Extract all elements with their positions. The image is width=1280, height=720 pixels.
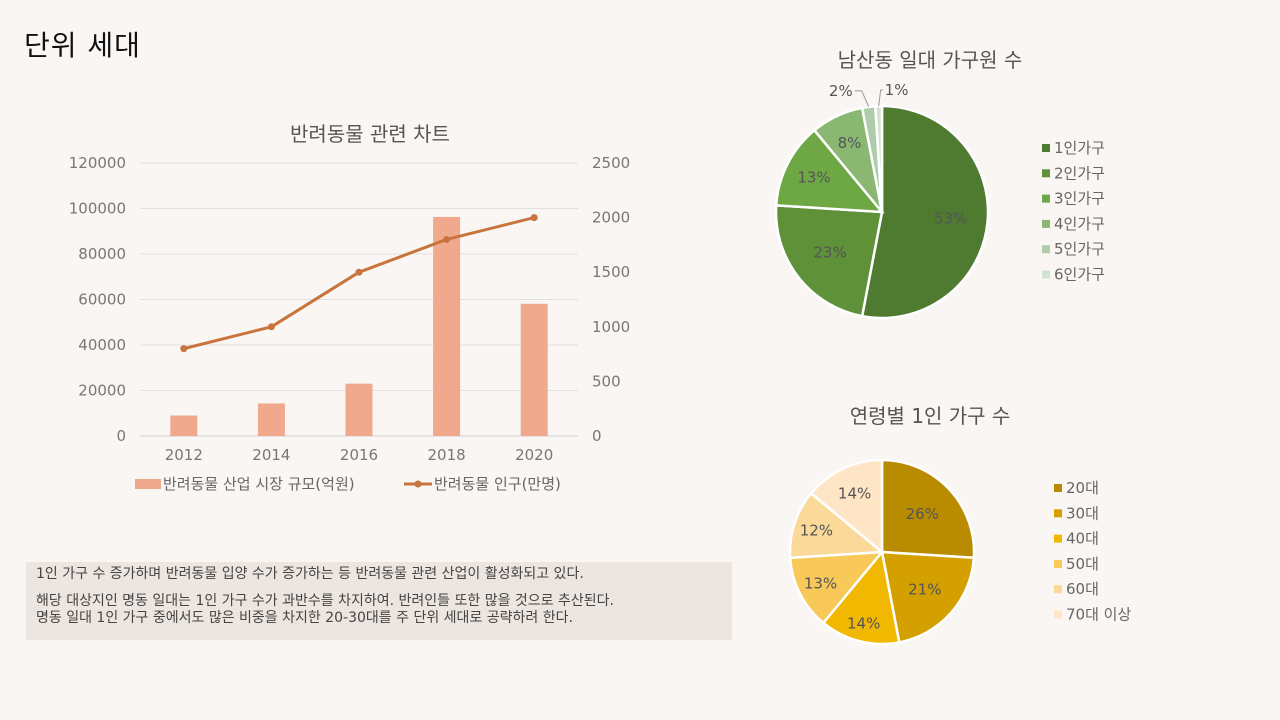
y-left-tick-label: 40000 — [78, 336, 126, 354]
y-left-tick-label: 120000 — [69, 154, 126, 172]
leader-line — [854, 90, 870, 108]
pie-slice-30대 — [880, 550, 976, 644]
x-tick-label: 2018 — [428, 446, 466, 464]
bar-2016 — [345, 383, 373, 436]
note-box: 1인 가구 수 증가하며 반려동물 입양 수가 증가하는 등 반려동물 관련 산… — [26, 562, 732, 640]
pie-data-label: 26% — [906, 505, 939, 523]
pie-data-label: 12% — [800, 522, 833, 540]
legend-swatch — [1054, 534, 1062, 543]
legend-label: 5인가구 — [1054, 240, 1105, 258]
y-left-tick-label: 20000 — [78, 382, 126, 400]
legend-swatch — [1042, 219, 1050, 228]
pie-slice-60대 — [788, 491, 886, 560]
note-line-1: 1인 가구 수 증가하며 반려동물 입양 수가 증가하는 등 반려동물 관련 산… — [36, 566, 584, 582]
y-left-tick-label: 0 — [116, 427, 126, 445]
pie-data-label: 53% — [934, 209, 967, 227]
leader-line — [878, 89, 883, 107]
pie-data-label: 14% — [847, 614, 880, 632]
legend-swatch — [1042, 169, 1050, 178]
legend-swatch-line-marker — [414, 480, 422, 488]
y-right-tick-label: 500 — [592, 372, 621, 390]
combo-chart-title: 반려동물 관련 차트 — [290, 122, 450, 146]
pie-slice-70대 이상 — [809, 458, 884, 555]
y-left-tick-label: 100000 — [69, 200, 126, 218]
legend-swatch — [1042, 245, 1050, 254]
y-right-tick-label: 0 — [592, 427, 602, 445]
x-tick-label: 2014 — [252, 446, 290, 464]
legend-label-bar: 반려동물 산업 시장 규모(억원) — [163, 475, 355, 493]
legend-label: 1인가구 — [1054, 139, 1105, 157]
line-point-2014 — [267, 323, 275, 331]
y-right-tick-label: 1500 — [592, 263, 630, 281]
age-pie-title: 연령별 1인 가구 수 — [849, 404, 1011, 428]
legend-label: 30대 — [1066, 504, 1099, 522]
note-line-2: 해당 대상지인 명동 일대는 1인 가구 수가 과반수를 차지하여. 반려인들 … — [36, 593, 614, 609]
legend-label-line: 반려동물 인구(만명) — [434, 475, 561, 493]
pie-data-label: 2% — [829, 82, 853, 100]
legend-label: 4인가구 — [1054, 215, 1105, 233]
pie-data-label: 23% — [813, 243, 846, 261]
bar-2012 — [170, 415, 198, 436]
legend-swatch — [1054, 610, 1062, 619]
note-line-3: 명동 일대 1인 가구 중에서도 많은 비중을 차지한 20-30대를 주 단위… — [36, 610, 573, 626]
legend-label: 3인가구 — [1054, 190, 1105, 208]
bar-2018 — [433, 216, 461, 436]
legend-swatch — [1042, 144, 1050, 152]
y-right-tick-label: 1000 — [592, 318, 630, 336]
y-left-tick-label: 80000 — [78, 245, 126, 263]
bar-2014 — [257, 403, 285, 436]
legend-swatch — [1054, 559, 1062, 568]
bar-2020 — [520, 303, 548, 436]
y-right-tick-label: 2500 — [592, 154, 630, 172]
legend-swatch — [1042, 194, 1050, 203]
pie-data-label: 13% — [804, 574, 837, 592]
legend-swatch-bar — [135, 479, 161, 489]
legend-label: 20대 — [1066, 479, 1099, 497]
page-title: 단위 세대 — [24, 29, 141, 62]
legend-label: 40대 — [1066, 530, 1099, 548]
line-point-2016 — [355, 268, 363, 276]
pie-slice-1인가구 — [860, 104, 990, 320]
legend-swatch — [1054, 484, 1062, 492]
pie-data-label: 21% — [908, 581, 941, 599]
pie-data-label: 14% — [838, 485, 871, 503]
legend-label: 50대 — [1066, 555, 1099, 573]
legend-label: 6인가구 — [1054, 266, 1105, 284]
pie-slice-50대 — [788, 550, 885, 625]
household-pie-title: 남산동 일대 가구원 수 — [837, 48, 1023, 72]
x-tick-label: 2016 — [340, 446, 378, 464]
line-point-2018 — [443, 235, 451, 243]
pie-slice-20대 — [880, 458, 976, 560]
pie-data-label: 1% — [885, 81, 909, 99]
pie-data-label: 13% — [797, 168, 830, 186]
pie-slice-40대 — [821, 549, 901, 646]
y-right-tick-label: 2000 — [592, 209, 630, 227]
x-tick-label: 2012 — [165, 446, 203, 464]
y-left-tick-label: 60000 — [78, 291, 126, 309]
legend-label: 70대 이상 — [1066, 606, 1131, 624]
line-point-2020 — [530, 214, 538, 222]
line-point-2012 — [180, 345, 188, 353]
legend-swatch — [1042, 270, 1050, 279]
legend-label: 60대 — [1066, 580, 1099, 598]
legend-swatch — [1054, 509, 1062, 518]
x-tick-label: 2020 — [515, 446, 553, 464]
pie-slice-2인가구 — [774, 204, 884, 318]
legend-swatch — [1054, 585, 1062, 594]
legend-label: 2인가구 — [1054, 164, 1105, 182]
pie-data-label: 8% — [838, 134, 862, 152]
pie-slice-3인가구 — [774, 128, 885, 214]
